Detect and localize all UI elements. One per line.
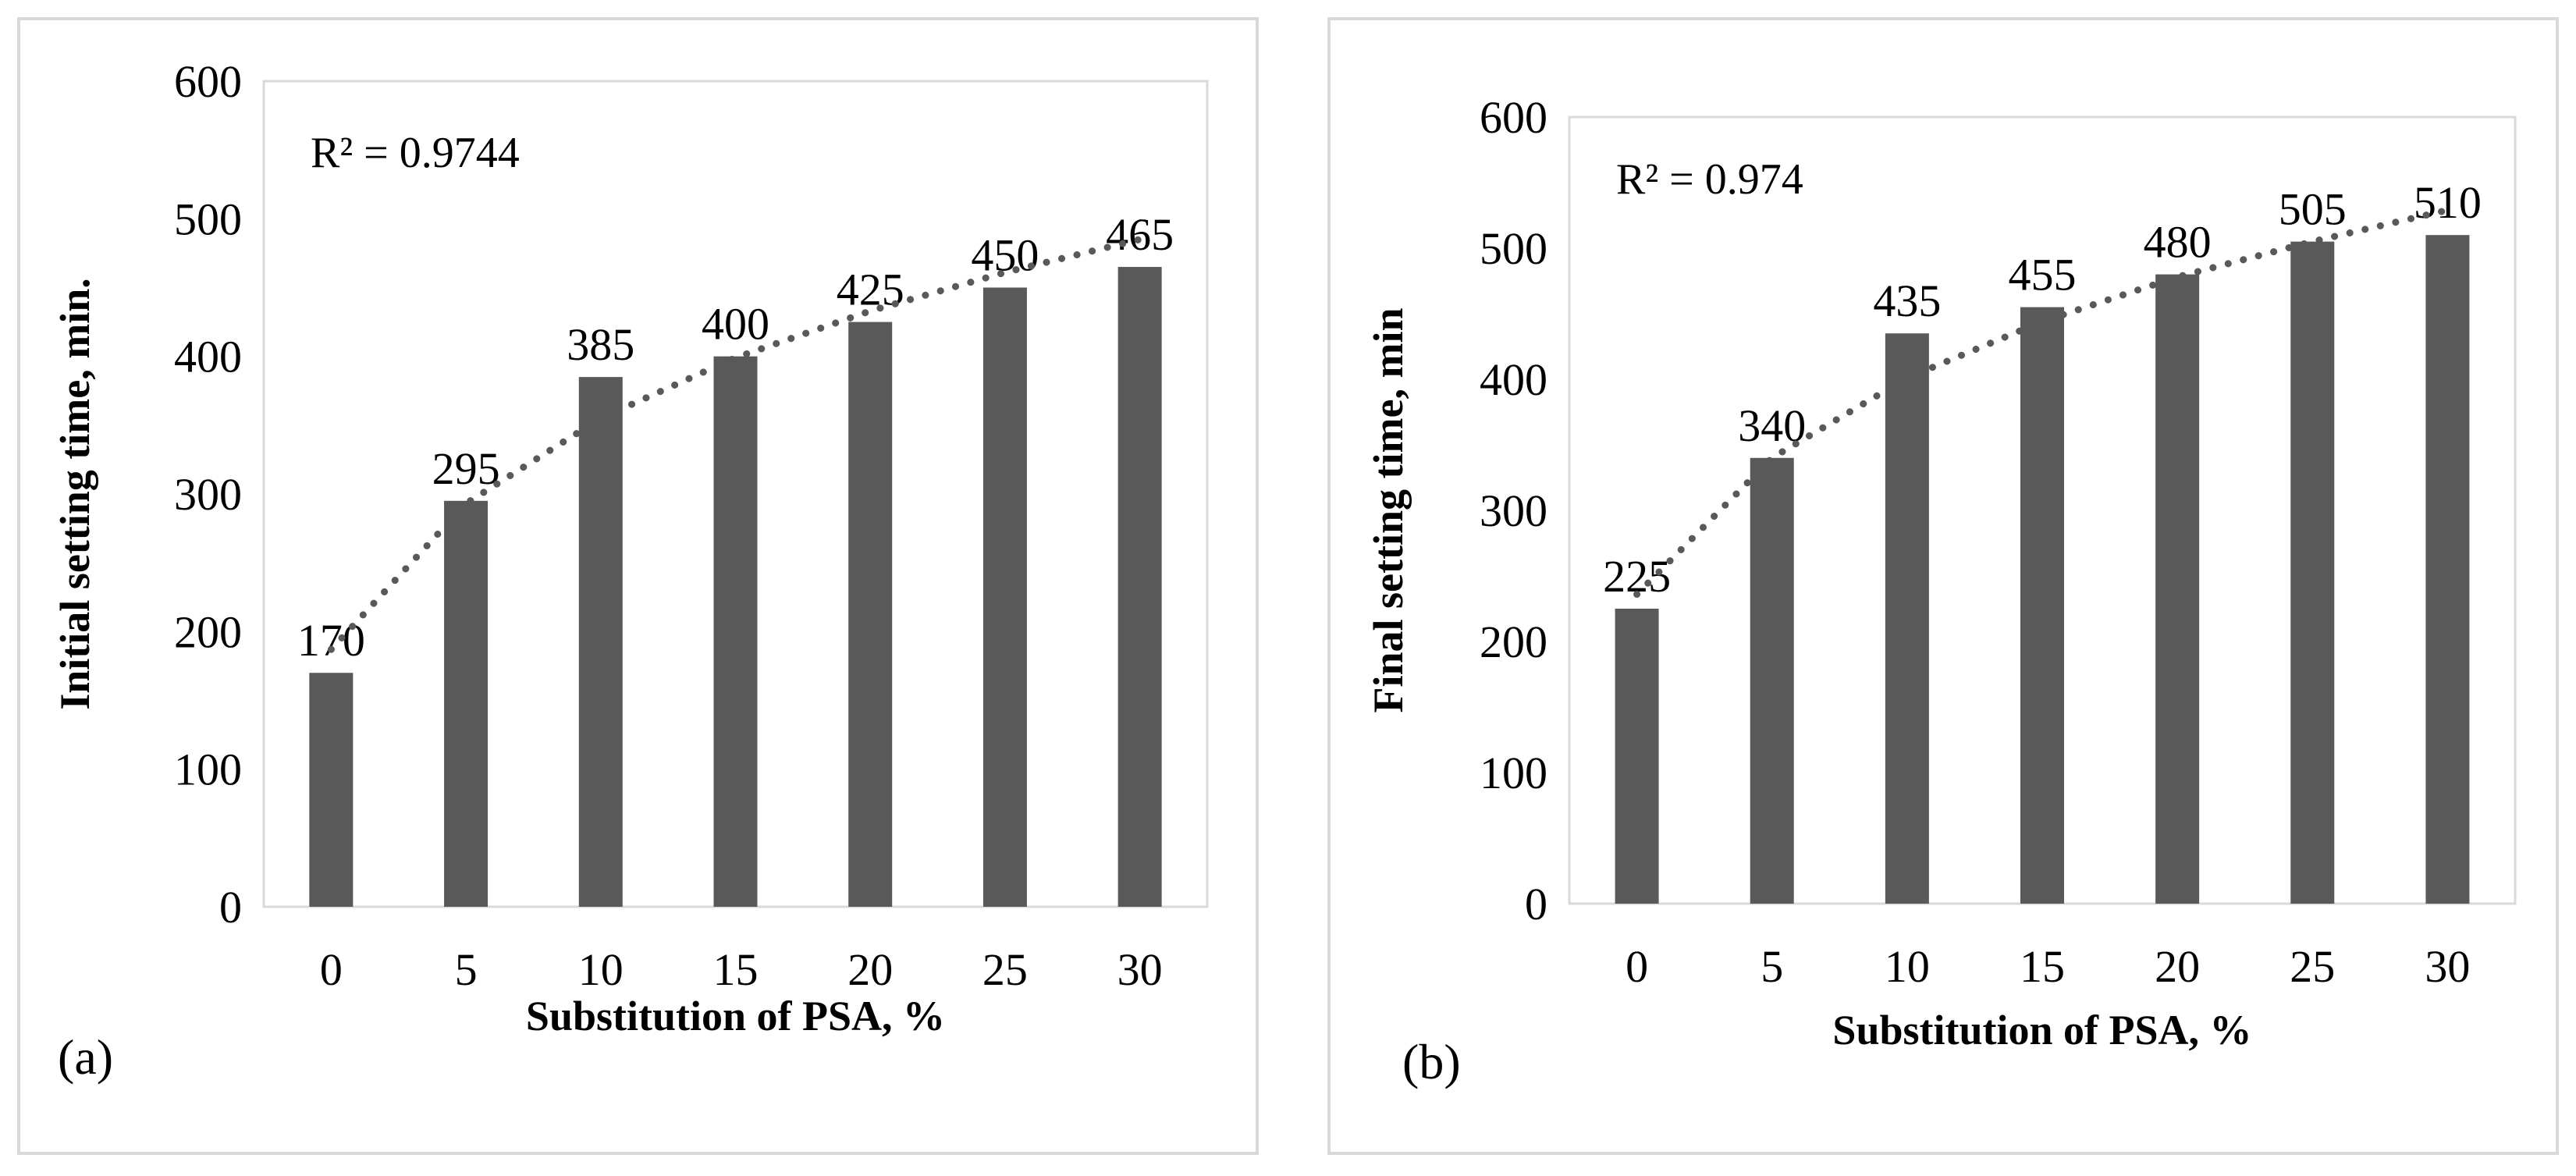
y-tick-label: 300	[174, 469, 242, 520]
data-label: 435	[1873, 275, 1941, 326]
y-tick-label: 200	[174, 606, 242, 657]
y-tick-label: 400	[174, 332, 242, 382]
y-axis-title: Final setting time, min	[1365, 308, 1412, 713]
data-label: 510	[2414, 177, 2482, 228]
chart-a-svg: 0 100 200 300 400 500 600 170 0 295 5 385 10 400 15 425…	[52, 56, 1209, 1085]
r-squared-label: R² = 0.9744	[311, 129, 520, 177]
bar	[982, 287, 1027, 907]
bar	[309, 673, 354, 907]
data-label: 295	[432, 443, 500, 494]
x-tick-label: 5	[1761, 941, 1783, 992]
x-tick-label: 25	[2290, 941, 2335, 992]
bar	[578, 377, 623, 907]
bar	[444, 500, 489, 907]
y-tick-label: 500	[1480, 223, 1547, 274]
data-label: 505	[2279, 184, 2347, 235]
x-tick-label: 15	[2020, 941, 2065, 992]
y-tick-label: 100	[174, 744, 242, 795]
y-axis-title: Initial setting time, min.	[52, 278, 98, 709]
data-label: 450	[971, 230, 1039, 281]
bar	[713, 356, 758, 908]
x-tick-label: 5	[455, 944, 478, 995]
y-tick-label: 400	[1480, 354, 1547, 405]
panel-label: (a)	[58, 1029, 113, 1085]
data-label: 400	[702, 299, 769, 350]
data-label: 480	[2144, 217, 2212, 268]
y-tick-label: 600	[1480, 92, 1547, 143]
bar	[848, 322, 893, 907]
y-tick-label: 600	[174, 56, 242, 107]
bar	[1885, 333, 1929, 904]
x-axis-title: Substitution of PSA, %	[1832, 1007, 2251, 1053]
chart-panel-a: 0 100 200 300 400 500 600 170 0 295 5 385 10 400 15 425…	[17, 17, 1259, 1155]
y-tick-label: 200	[1480, 616, 1547, 667]
x-tick-label: 20	[847, 944, 893, 995]
bar	[2425, 235, 2470, 904]
x-tick-label: 15	[713, 944, 759, 995]
bar	[2290, 241, 2335, 904]
y-tick-label: 0	[1525, 879, 1547, 929]
y-tick-label: 100	[1480, 748, 1547, 798]
x-tick-label: 30	[2425, 941, 2470, 992]
panel-label: (b)	[1402, 1034, 1461, 1089]
y-tick-label: 300	[1480, 485, 1547, 536]
x-tick-label: 0	[320, 944, 343, 995]
x-tick-label: 10	[578, 944, 624, 995]
y-tick-label: 0	[219, 882, 242, 933]
bar	[1615, 609, 1659, 904]
chart-panel-b: 0 100 200 300 400 500 600 225 0 340 5 435 10 455 15 480…	[1327, 17, 2559, 1155]
bar	[1117, 267, 1162, 907]
data-label: 170	[297, 615, 365, 666]
bar	[2155, 274, 2200, 904]
y-tick-label: 500	[174, 194, 242, 244]
data-label: 455	[2009, 250, 2077, 300]
x-tick-label: 10	[1885, 941, 1930, 992]
chart-b-svg: 0100200300400500600225034054351045515480…	[1365, 92, 2517, 1089]
data-label: 425	[837, 265, 904, 315]
bar	[2020, 307, 2064, 904]
x-tick-label: 20	[2155, 941, 2200, 992]
bar	[1750, 457, 1794, 904]
data-label: 385	[567, 319, 634, 370]
r-squared-label: R² = 0.974	[1616, 155, 1803, 204]
x-tick-label: 25	[982, 944, 1028, 995]
x-tick-label: 30	[1117, 944, 1163, 995]
data-label: 465	[1106, 209, 1174, 260]
x-axis-title: Substitution of PSA, %	[526, 993, 945, 1039]
x-tick-label: 0	[1626, 941, 1648, 992]
